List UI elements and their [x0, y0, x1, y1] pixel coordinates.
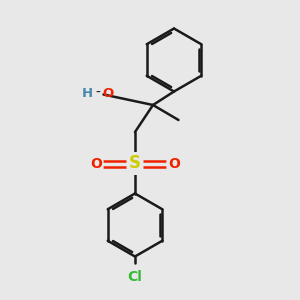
Text: -: -: [96, 86, 100, 100]
Text: O: O: [102, 86, 114, 100]
Text: O: O: [168, 157, 180, 170]
Text: O: O: [90, 157, 102, 170]
Text: S: S: [129, 154, 141, 172]
Text: H: H: [81, 86, 93, 100]
Text: Cl: Cl: [128, 270, 142, 284]
